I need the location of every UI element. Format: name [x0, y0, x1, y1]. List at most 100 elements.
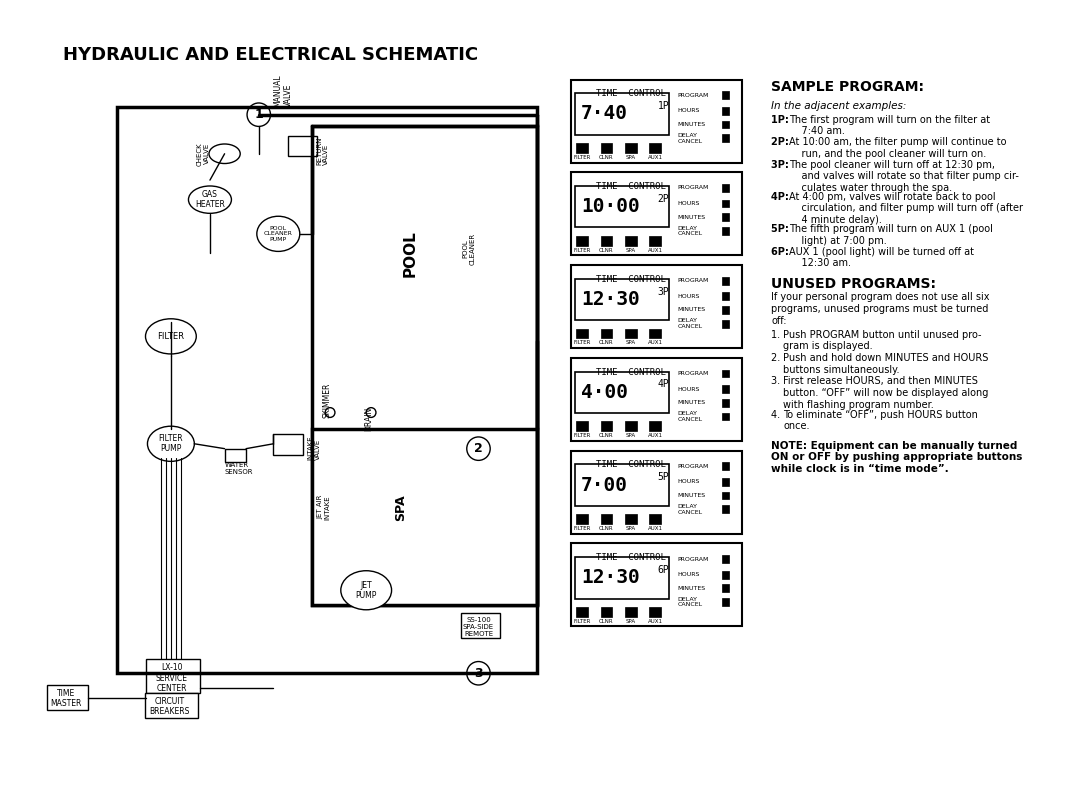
Bar [600, 143, 612, 152]
Bar [576, 236, 588, 245]
Bar [273, 434, 302, 456]
Text: INTAKE
VALVE: INTAKE VALVE [308, 435, 321, 460]
Text: SPA: SPA [625, 155, 636, 160]
Bar [576, 329, 588, 338]
Bar [721, 598, 729, 606]
Text: AUX1: AUX1 [648, 619, 663, 623]
Text: FILTER: FILTER [573, 340, 591, 345]
Text: The fifth program will turn on AUX 1 (pool
    light) at 7:00 pm.: The fifth program will turn on AUX 1 (po… [789, 224, 993, 246]
Text: SPA: SPA [625, 526, 636, 531]
Bar [721, 200, 729, 208]
Text: SPA: SPA [394, 494, 407, 520]
Text: CIRCUIT
BREAKERS: CIRCUIT BREAKERS [150, 696, 190, 716]
Text: The first program will turn on the filter at
    7:40 am.: The first program will turn on the filte… [789, 115, 990, 136]
Text: 7·00: 7·00 [581, 476, 629, 494]
Bar [721, 369, 729, 377]
Text: CLNR: CLNR [599, 433, 613, 438]
Bar [147, 659, 200, 692]
Ellipse shape [189, 186, 231, 213]
Text: At 10:00 am, the filter pump will continue to
    run, and the pool cleaner will: At 10:00 am, the filter pump will contin… [789, 137, 1007, 159]
Bar [576, 607, 588, 617]
Text: TIME  CONTROL: TIME CONTROL [596, 368, 666, 376]
Text: 3: 3 [474, 667, 483, 680]
Text: The pool cleaner will turn off at 12:30 pm,
    and valves will rotate so that f: The pool cleaner will turn off at 12:30 … [789, 160, 1018, 193]
Bar [649, 514, 661, 523]
Bar [576, 94, 670, 134]
Bar [600, 514, 612, 523]
Bar [649, 421, 661, 431]
Text: CLNR: CLNR [599, 248, 613, 252]
Text: HOURS: HOURS [677, 294, 700, 299]
Bar [721, 555, 729, 563]
Bar [721, 292, 729, 300]
Text: RETURN
VALVE: RETURN VALVE [316, 136, 329, 165]
Text: FILTER: FILTER [573, 433, 591, 438]
Bar [649, 143, 661, 152]
Text: DELAY
CANCEL: DELAY CANCEL [677, 504, 702, 515]
Text: JET AIR
INTAKE: JET AIR INTAKE [318, 495, 330, 520]
Circle shape [366, 408, 376, 417]
Bar [649, 329, 661, 338]
Text: MANUAL
VALVE: MANUAL VALVE [273, 74, 293, 107]
Circle shape [325, 408, 335, 417]
Text: MINUTES: MINUTES [677, 122, 705, 127]
Text: TIME
MASTER: TIME MASTER [51, 689, 82, 708]
Text: FILTER: FILTER [573, 526, 591, 531]
Text: AUX 1 (pool light) will be turned off at
    12:30 am.: AUX 1 (pool light) will be turned off at… [789, 247, 974, 268]
Bar [649, 607, 661, 617]
Text: 1P:: 1P: [771, 115, 793, 125]
Bar [721, 320, 729, 328]
Text: If your personal program does not use all six
programs, unused programs must be : If your personal program does not use al… [771, 292, 990, 325]
Bar [625, 514, 637, 523]
Bar [625, 236, 637, 245]
Bar [571, 79, 742, 163]
Text: LX-10
SERVICE
CENTER: LX-10 SERVICE CENTER [156, 663, 188, 693]
Text: TIME  CONTROL: TIME CONTROL [596, 275, 666, 284]
Text: NOTE: Equipment can be manually turned
ON or OFF by pushing appropriate buttons
: NOTE: Equipment can be manually turned O… [771, 441, 1023, 474]
Text: SPA: SPA [625, 619, 636, 623]
Text: TIME  CONTROL: TIME CONTROL [596, 182, 666, 191]
Bar [46, 685, 87, 711]
Text: SPA: SPA [625, 248, 636, 252]
Bar [576, 421, 588, 431]
Text: FILTER: FILTER [158, 332, 185, 341]
Bar [721, 399, 729, 406]
Text: CLNR: CLNR [599, 155, 613, 160]
Bar [721, 277, 729, 285]
Text: 2P:: 2P: [771, 137, 793, 147]
Bar [225, 449, 246, 462]
Bar [721, 462, 729, 470]
Bar [600, 607, 612, 617]
Bar [571, 358, 742, 441]
Bar [312, 429, 537, 605]
Bar [721, 306, 729, 314]
Text: 12·30: 12·30 [581, 290, 639, 309]
Text: AUX1: AUX1 [648, 248, 663, 252]
Text: HOURS: HOURS [677, 479, 700, 484]
Bar [721, 227, 729, 235]
Text: FILTER: FILTER [573, 155, 591, 160]
Bar [576, 557, 670, 599]
Bar [576, 186, 670, 227]
Bar [571, 172, 742, 255]
Text: In the adjacent examples:: In the adjacent examples: [771, 101, 907, 111]
Text: 1.: 1. [771, 329, 784, 340]
Text: PROGRAM: PROGRAM [677, 556, 708, 561]
Text: MINUTES: MINUTES [677, 215, 705, 220]
Text: To eliminate “OFF”, push HOURS button
once.: To eliminate “OFF”, push HOURS button on… [783, 410, 978, 432]
Text: FILTER: FILTER [573, 619, 591, 623]
Bar [721, 91, 729, 99]
Text: FILTER
PUMP: FILTER PUMP [159, 434, 184, 454]
Bar [288, 136, 318, 156]
Text: DELAY
CANCEL: DELAY CANCEL [677, 597, 702, 608]
Text: PROGRAM: PROGRAM [677, 371, 708, 376]
Text: HOURS: HOURS [677, 201, 700, 206]
Text: 5P: 5P [658, 472, 670, 482]
Bar [145, 692, 199, 718]
Bar [571, 543, 742, 626]
Bar [576, 279, 670, 320]
Bar [571, 450, 742, 534]
Bar [721, 213, 729, 221]
Bar [721, 134, 729, 142]
Text: HOURS: HOURS [677, 572, 700, 577]
